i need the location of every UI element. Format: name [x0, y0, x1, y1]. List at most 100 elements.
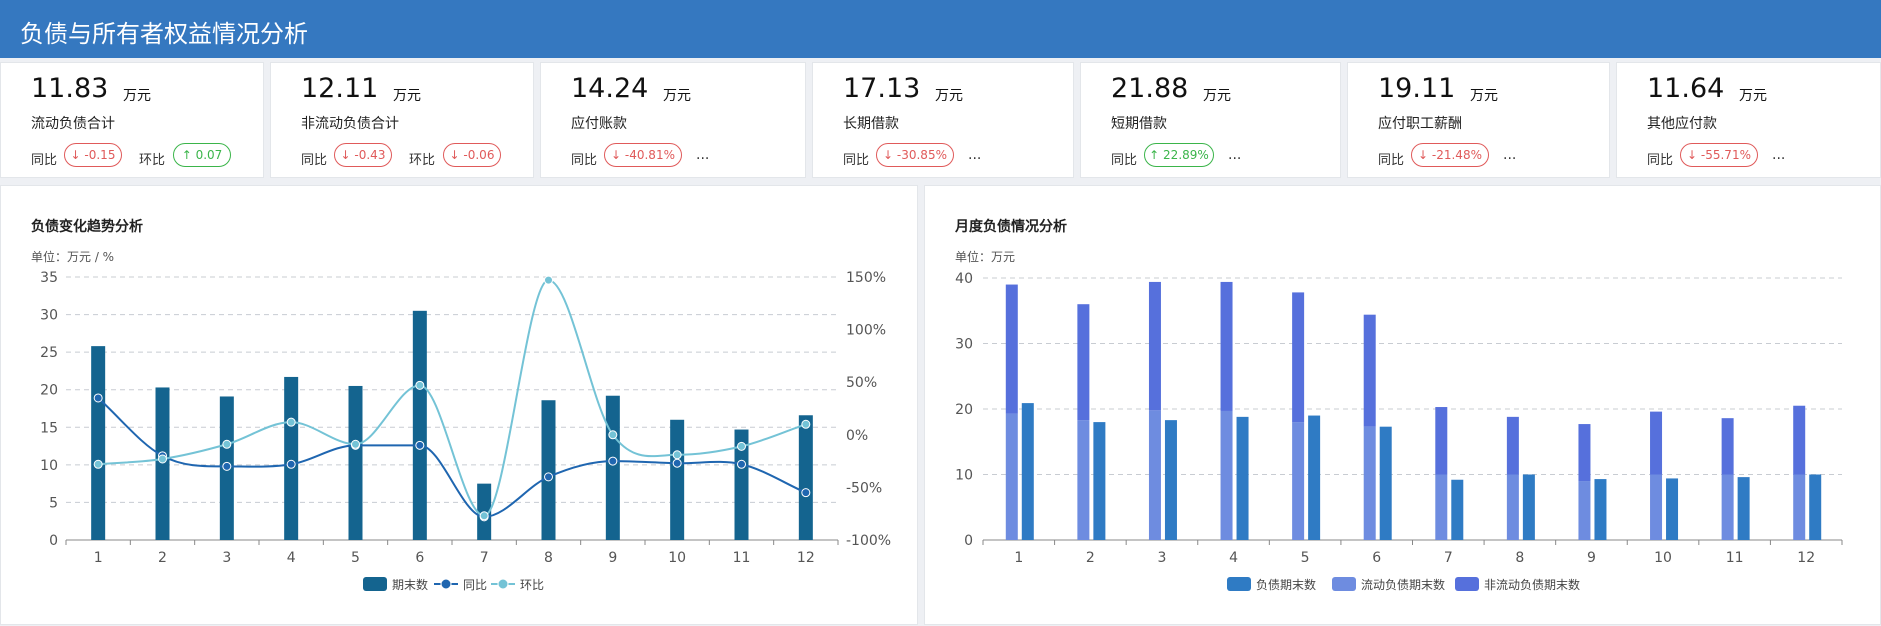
- arrow-up-icon: ↑: [1149, 148, 1164, 162]
- bar-total: [1021, 403, 1034, 540]
- stacked-bar-current: [1721, 474, 1734, 540]
- bar: [284, 376, 299, 540]
- legend-swatch-dot: [497, 578, 509, 590]
- stacked-bar-noncurrent: [1506, 416, 1519, 475]
- kpi-card[interactable]: 14.24 万元 应付账款 同比 ↓ -40.81%...: [540, 62, 806, 178]
- bar-total: [1379, 426, 1392, 540]
- x-tick-label: 3: [1157, 550, 1166, 566]
- arrow-down-icon: ↓: [70, 148, 85, 162]
- more-ellipsis[interactable]: ...: [968, 147, 982, 163]
- kpi-value: 14.24: [571, 73, 649, 104]
- more-ellipsis[interactable]: ...: [696, 147, 710, 163]
- arrow-down-icon: ↓: [1418, 148, 1432, 162]
- x-tick-label: 1: [1014, 550, 1023, 566]
- stacked-bar-noncurrent: [1292, 292, 1305, 423]
- x-tick-label: 9: [1587, 550, 1596, 566]
- y2-tick-label: 0%: [846, 428, 868, 444]
- kpi-value: 21.88: [1111, 73, 1189, 104]
- kpi-label: 长期借款: [843, 116, 899, 132]
- mom-label: 环比: [409, 153, 436, 168]
- x-tick-label: 7: [1444, 550, 1453, 566]
- bar: [412, 310, 427, 540]
- series-point: [608, 456, 618, 466]
- yoy-badge: ↓ -55.71%: [1680, 143, 1758, 167]
- kpi-value: 19.11: [1378, 73, 1456, 104]
- x-tick-label: 8: [544, 550, 553, 566]
- y2-tick-label: -100%: [846, 533, 891, 549]
- series-point: [415, 440, 425, 450]
- yoy-value: -0.15: [84, 148, 116, 162]
- series-point: [608, 430, 618, 440]
- x-tick-label: 10: [668, 550, 686, 566]
- yoy-value: -0.43: [354, 148, 386, 162]
- arrow-up-icon: ↑: [181, 148, 196, 162]
- y-tick-label: 0: [964, 533, 973, 549]
- series-point: [351, 439, 360, 449]
- y2-tick-label: 150%: [846, 270, 886, 286]
- bar: [605, 395, 620, 540]
- bar: [91, 346, 106, 540]
- series-point: [544, 472, 553, 482]
- yoy-value: -55.71%: [1700, 148, 1751, 162]
- arrow-down-icon: ↓: [1687, 148, 1701, 162]
- kpi-card[interactable]: 17.13 万元 长期借款 同比 ↓ -30.85%...: [812, 62, 1074, 178]
- x-tick-label: 9: [608, 550, 617, 566]
- trend-chart-unit: 单位：万元 / %: [31, 250, 115, 264]
- stacked-bar-current: [1005, 413, 1018, 540]
- stacked-bar-current: [1578, 481, 1591, 540]
- x-tick-label: 6: [1372, 550, 1381, 566]
- kpi-card[interactable]: 12.11 万元 非流动负债合计 同比 ↓ -0.43 环比 ↓ -0.06: [270, 62, 534, 178]
- legend-swatch: [1227, 577, 1251, 591]
- series-point: [286, 417, 296, 427]
- kpi-unit: 万元: [1739, 88, 1767, 104]
- x-tick-label: 4: [287, 550, 296, 566]
- bar: [541, 400, 556, 540]
- monthly-chart-unit: 单位：万元: [955, 250, 1016, 264]
- kpi-card[interactable]: 21.88 万元 短期借款 同比 ↑ 22.89%...: [1080, 62, 1341, 178]
- series-point: [286, 459, 296, 469]
- legend-label: 环比: [520, 578, 544, 592]
- x-tick-label: 6: [415, 550, 424, 566]
- stacked-bar-current: [1363, 426, 1376, 540]
- y-tick-label: 0: [49, 533, 58, 549]
- kpi-card[interactable]: 11.83 万元 流动负债合计 同比 ↓ -0.15 环比 ↑ 0.07: [0, 62, 264, 178]
- stacked-bar-current: [1506, 474, 1519, 540]
- legend-label: 流动负债期末数: [1361, 577, 1445, 592]
- mom-value: 0.07: [195, 148, 223, 162]
- kpi-value: 12.11: [301, 73, 379, 104]
- kpi-unit: 万元: [1470, 88, 1498, 104]
- more-ellipsis[interactable]: ...: [1228, 147, 1242, 163]
- stacked-bar-current: [1220, 410, 1233, 540]
- series-point: [222, 461, 232, 471]
- yoy-label: 同比: [301, 153, 328, 168]
- kpi-label: 非流动负债合计: [301, 116, 399, 132]
- y2-tick-label: 50%: [846, 375, 877, 391]
- yoy-label: 同比: [1378, 153, 1405, 168]
- kpi-card[interactable]: 19.11 万元 应付职工薪酬 同比 ↓ -21.48%...: [1347, 62, 1610, 178]
- kpi-unit: 万元: [663, 88, 691, 104]
- legend-swatch: [1332, 577, 1356, 591]
- legend-label: 同比: [463, 578, 487, 592]
- arrow-down-icon: ↓: [340, 148, 355, 162]
- kpi-unit: 万元: [935, 88, 963, 104]
- kpi-unit: 万元: [1203, 88, 1231, 104]
- more-ellipsis[interactable]: ...: [1772, 147, 1786, 163]
- stacked-bar-noncurrent: [1220, 281, 1233, 411]
- legend-label: 负债期末数: [1256, 577, 1316, 592]
- mom-badge: ↑ 0.07: [173, 143, 231, 167]
- more-ellipsis[interactable]: ...: [1503, 147, 1517, 163]
- kpi-label: 流动负债合计: [31, 116, 115, 132]
- series-point: [672, 450, 682, 460]
- stacked-bar-noncurrent: [1721, 418, 1734, 475]
- arrow-down-icon: ↓: [611, 148, 625, 162]
- kpi-card[interactable]: 11.64 万元 其他应付款 同比 ↓ -55.71%...: [1616, 62, 1881, 178]
- x-tick-label: 11: [1726, 550, 1744, 566]
- bar-total: [1093, 422, 1106, 540]
- arrow-down-icon: ↓: [883, 148, 897, 162]
- x-tick-label: 12: [1797, 550, 1815, 566]
- kpi-label: 短期借款: [1111, 116, 1167, 132]
- kpi-unit: 万元: [393, 88, 421, 104]
- yoy-badge: ↓ -0.15: [64, 143, 122, 167]
- stacked-bar-noncurrent: [1793, 405, 1806, 475]
